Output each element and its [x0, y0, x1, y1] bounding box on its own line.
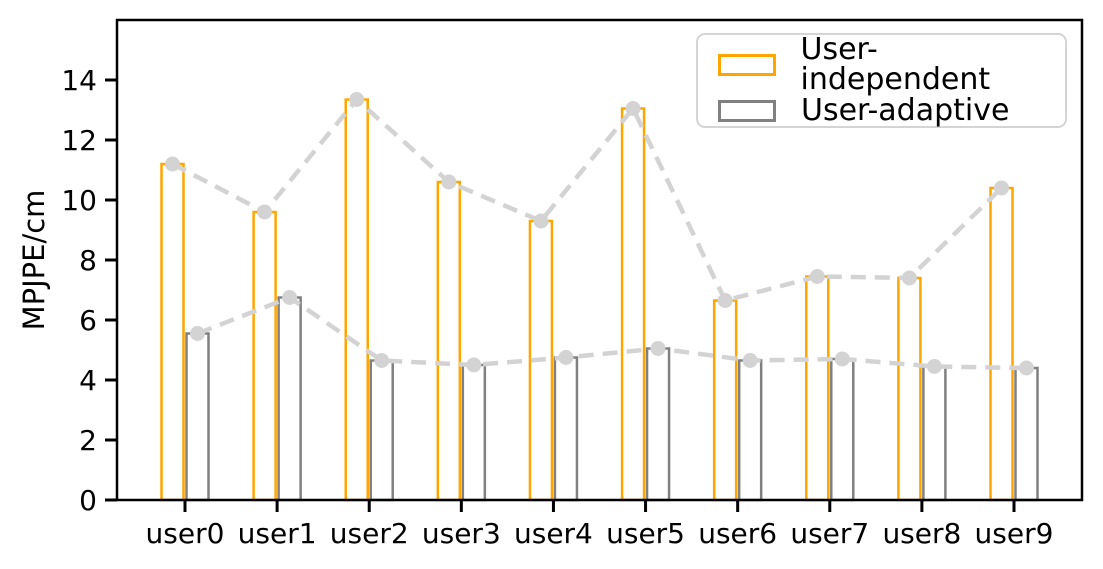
- data-point-marker: [994, 180, 1009, 196]
- x-tick-label: user0: [146, 517, 225, 550]
- data-point-marker: [282, 290, 298, 305]
- x-tick-label: user7: [790, 517, 869, 550]
- y-tick-label: 6: [79, 304, 97, 337]
- data-point-marker: [926, 359, 942, 374]
- y-tick-label: 0: [79, 484, 97, 517]
- bar-user-adaptive-user1: [277, 296, 302, 502]
- bar-user-adaptive-user6: [737, 359, 763, 502]
- data-point-marker: [466, 357, 482, 373]
- data-point-marker: [717, 293, 733, 308]
- legend-swatch-user-adaptive-icon: [718, 99, 776, 122]
- data-point-marker: [650, 341, 666, 356]
- x-tick-label: user1: [238, 517, 317, 550]
- bar-user-independent-user8: [897, 276, 922, 502]
- bar-user-independent-user5: [620, 107, 646, 502]
- data-point-marker: [190, 326, 205, 341]
- x-tick-label: user6: [698, 517, 777, 550]
- data-point-marker: [1019, 360, 1034, 376]
- data-point-marker: [349, 92, 365, 107]
- bar-user-adaptive-user3: [461, 363, 487, 502]
- y-tick-label: 10: [61, 184, 97, 217]
- bar-user-independent-user2: [344, 98, 369, 502]
- bar-user-independent-user0: [160, 162, 185, 502]
- legend-swatch-user-independent-icon: [718, 54, 776, 77]
- y-tick-label: 8: [79, 244, 97, 277]
- bar-user-independent-user7: [805, 275, 830, 502]
- data-point-marker: [901, 270, 917, 286]
- legend-row-user-independent: User-independent: [718, 35, 1065, 95]
- data-point-marker: [809, 269, 825, 284]
- bar-user-adaptive-user8: [922, 365, 947, 502]
- bar-user-adaptive-user2: [369, 359, 394, 502]
- legend: User-independent User-adaptive: [696, 33, 1067, 128]
- y-tick-label: 14: [61, 64, 97, 97]
- bar-user-independent-user1: [252, 210, 277, 502]
- x-tick-label: user3: [422, 517, 501, 550]
- x-tick-label: user8: [882, 517, 961, 550]
- trend-line-user-adaptive: [196, 294, 1027, 371]
- y-axis-label: MPJPE/cm: [17, 189, 51, 331]
- legend-row-user-adaptive: User-adaptive: [718, 92, 1065, 128]
- data-point-marker: [834, 351, 850, 367]
- legend-label-user-adaptive: User-adaptive: [801, 92, 1010, 128]
- data-point-marker: [257, 204, 273, 220]
- data-point-marker: [558, 350, 574, 365]
- data-point-marker: [441, 174, 457, 190]
- data-point-marker: [374, 353, 390, 368]
- bar-user-adaptive-user4: [553, 356, 579, 502]
- trend-line-user-independent: [171, 96, 1004, 304]
- bar-user-adaptive-user9: [1014, 366, 1039, 502]
- x-tick-label: user4: [514, 517, 593, 550]
- bar-user-independent-user3: [436, 180, 462, 502]
- data-point-marker: [625, 101, 641, 116]
- legend-label-user-independent: User-independent: [800, 32, 991, 98]
- bar-user-adaptive-user0: [185, 332, 210, 502]
- data-point-marker: [165, 156, 180, 172]
- x-tick-label: user2: [330, 517, 409, 550]
- y-tick-label: 4: [79, 364, 97, 397]
- data-point-marker: [742, 353, 758, 368]
- data-point-marker: [533, 213, 549, 229]
- x-tick-label: user5: [606, 517, 685, 550]
- bar-user-independent-user6: [712, 299, 738, 502]
- y-tick-label: 2: [79, 424, 97, 457]
- bar-user-independent-user9: [989, 186, 1014, 502]
- bar-user-adaptive-user7: [830, 357, 855, 502]
- bar-user-adaptive-user5: [645, 347, 671, 502]
- y-tick-label: 12: [61, 124, 97, 157]
- x-tick-label: user9: [975, 517, 1054, 550]
